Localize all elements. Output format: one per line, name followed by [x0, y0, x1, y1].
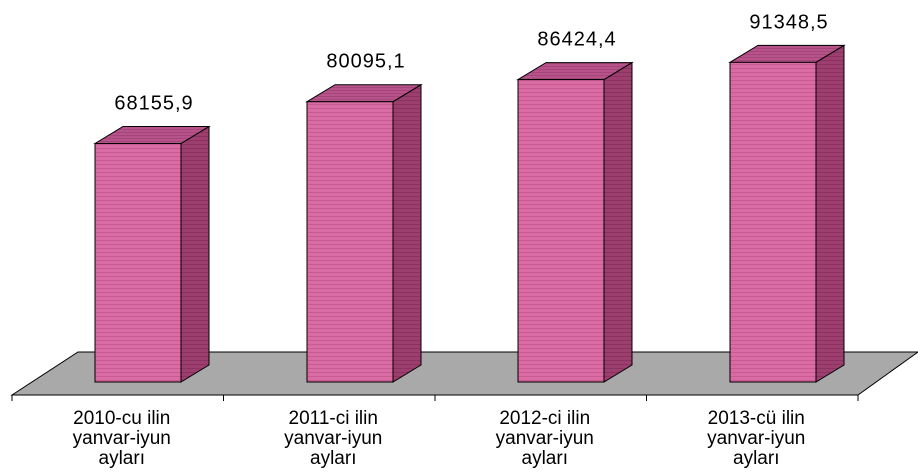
bar — [728, 44, 846, 383]
x-tick-label: ayları — [310, 448, 356, 468]
bar — [516, 61, 634, 383]
bar-front — [517, 79, 605, 383]
x-tick-label: ayları — [99, 448, 145, 468]
x-tick-label: 2010-cu ilin — [73, 408, 170, 429]
x-tick-label: 2013-cü ilin — [708, 408, 805, 429]
bar-front — [306, 101, 394, 383]
bar-side — [603, 61, 633, 383]
bar-side — [180, 125, 210, 383]
data-label: 68155,9 — [114, 93, 193, 115]
bar-front — [94, 143, 182, 383]
bars-layer — [93, 44, 846, 383]
x-tick-label: yanvar-iyun — [496, 428, 594, 449]
data-label: 91348,5 — [749, 11, 828, 33]
x-axis-layer — [11, 394, 859, 401]
x-tick-label: yanvar-iyun — [284, 428, 382, 449]
bar — [305, 83, 423, 383]
bar-side — [392, 83, 422, 383]
data-label: 80095,1 — [326, 51, 405, 73]
x-tick-label: 2012-ci ilin — [499, 408, 590, 429]
x-tick-label: yanvar-iyun — [73, 428, 171, 449]
x-tick-label: yanvar-iyun — [707, 428, 805, 449]
x-tick-label: ayları — [522, 448, 568, 468]
bar-front — [729, 61, 817, 383]
data-label: 86424,4 — [537, 29, 616, 51]
x-tick-label: 2011-ci ilin — [289, 408, 378, 429]
x-tick-label: ayları — [733, 448, 779, 468]
bar-side — [815, 44, 845, 383]
bar — [93, 125, 211, 383]
